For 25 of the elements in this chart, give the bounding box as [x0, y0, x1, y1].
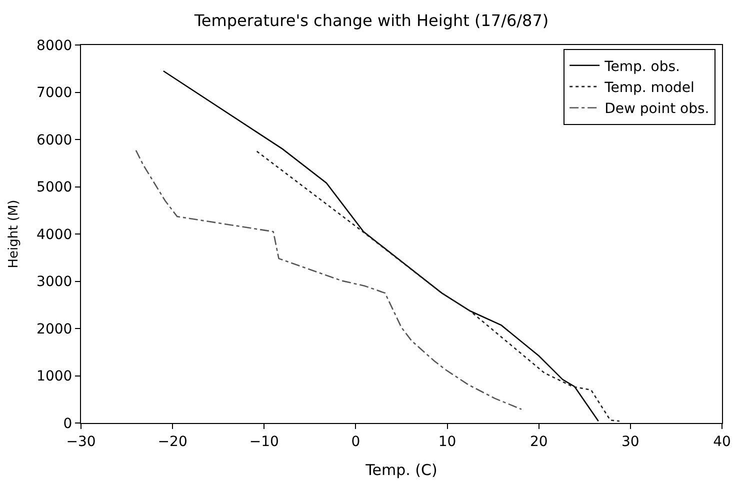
x-tick-label: 20 — [530, 434, 548, 450]
line-series — [135, 150, 522, 410]
x-tick-label: −10 — [249, 434, 279, 450]
y-tick-label: 5000 — [36, 180, 72, 196]
legend-label: Temp. obs. — [604, 58, 680, 75]
x-tick-label: −30 — [66, 434, 96, 450]
y-tick-label: 6000 — [36, 132, 72, 148]
x-tick-label: 10 — [438, 434, 456, 450]
y-axis-title: Height (M) — [6, 200, 22, 268]
y-tick-label: 3000 — [36, 274, 72, 290]
legend-label: Dew point obs. — [604, 101, 710, 118]
y-tick-label: 7000 — [36, 85, 72, 102]
x-axis-title: Temp. (C) — [364, 460, 438, 479]
legend-label: Temp. model — [604, 80, 694, 96]
y-tick-label: 1000 — [36, 368, 72, 385]
x-tick-label: 30 — [622, 434, 640, 450]
line-series — [256, 150, 620, 422]
y-tick-label: 0 — [63, 416, 72, 432]
y-tick-label: 2000 — [36, 321, 72, 338]
chart-title: Temperature's change with Height (17/6/87) — [193, 10, 549, 30]
y-tick-label: 4000 — [36, 226, 72, 243]
x-tick-label: 0 — [351, 434, 360, 450]
x-tick-label: 40 — [713, 434, 731, 450]
y-tick-label: 8000 — [36, 38, 72, 54]
x-tick-label: −20 — [158, 434, 188, 450]
